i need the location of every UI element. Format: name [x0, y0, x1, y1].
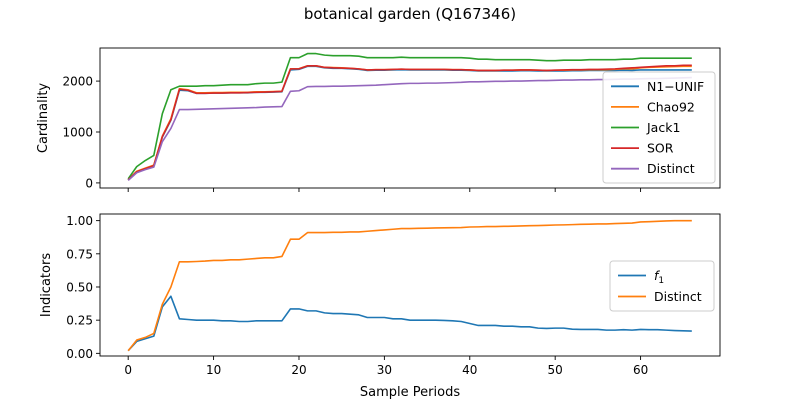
- y-tick-label: 0: [85, 176, 93, 190]
- legend-entry: Distinct: [647, 161, 695, 176]
- legend-entry: Distinct: [654, 289, 702, 304]
- indicators-axes: 0 10 20 30 40 50 60 0.00 0.25 0.50 0.75 1.00 Indicat…: [39, 213, 721, 377]
- y-tick-label: 0.25: [66, 314, 93, 328]
- y-axis-label: Indicators: [39, 253, 54, 317]
- y-tick-label: 1.00: [66, 214, 93, 228]
- x-axis-label: Sample Periods: [360, 385, 460, 400]
- x-tick-label: 30: [377, 363, 392, 377]
- series-line-distinct: [127, 76, 692, 181]
- series-line-sor: [127, 64, 692, 181]
- y-tick-label: 0.50: [66, 280, 93, 294]
- figure-title: botanical garden (Q167346): [304, 5, 516, 23]
- x-tick-label: 0: [124, 363, 132, 377]
- x-tick-label: 50: [548, 363, 563, 377]
- x-tick-label: 40: [462, 363, 477, 377]
- legend-entry: SOR: [647, 141, 674, 156]
- y-tick-label: 1000: [62, 126, 93, 140]
- axes-frame: [99, 213, 721, 357]
- x-tick-label: 60: [633, 363, 648, 377]
- legend-entry: Jack1: [646, 120, 680, 135]
- legend: f1 Distinct: [609, 260, 715, 312]
- legend-entry: N1−UNIF: [647, 79, 704, 94]
- y-tick-label: 2000: [62, 75, 93, 89]
- legend-entry: f1: [654, 268, 664, 286]
- series-line-distinct: [127, 219, 692, 352]
- x-tick-label: 10: [206, 363, 221, 377]
- legend-entry: Chao92: [647, 99, 695, 114]
- y-tick-label: 0.00: [66, 347, 93, 361]
- legend: N1−UNIF Chao92 Jack1 SOR Distinct: [602, 71, 716, 184]
- cardinality-axes: 0 1000 2000 Cardinality N1−UNIF Chao92 Jack1 SO…: [36, 47, 721, 192]
- y-tick-label: 0.75: [66, 247, 93, 261]
- series-line-f1: [127, 295, 692, 352]
- y-axis-label: Cardinality: [36, 83, 51, 154]
- axes-frame: [99, 47, 721, 189]
- x-tick-label: 20: [291, 363, 306, 377]
- series-line-jack1: [127, 52, 692, 180]
